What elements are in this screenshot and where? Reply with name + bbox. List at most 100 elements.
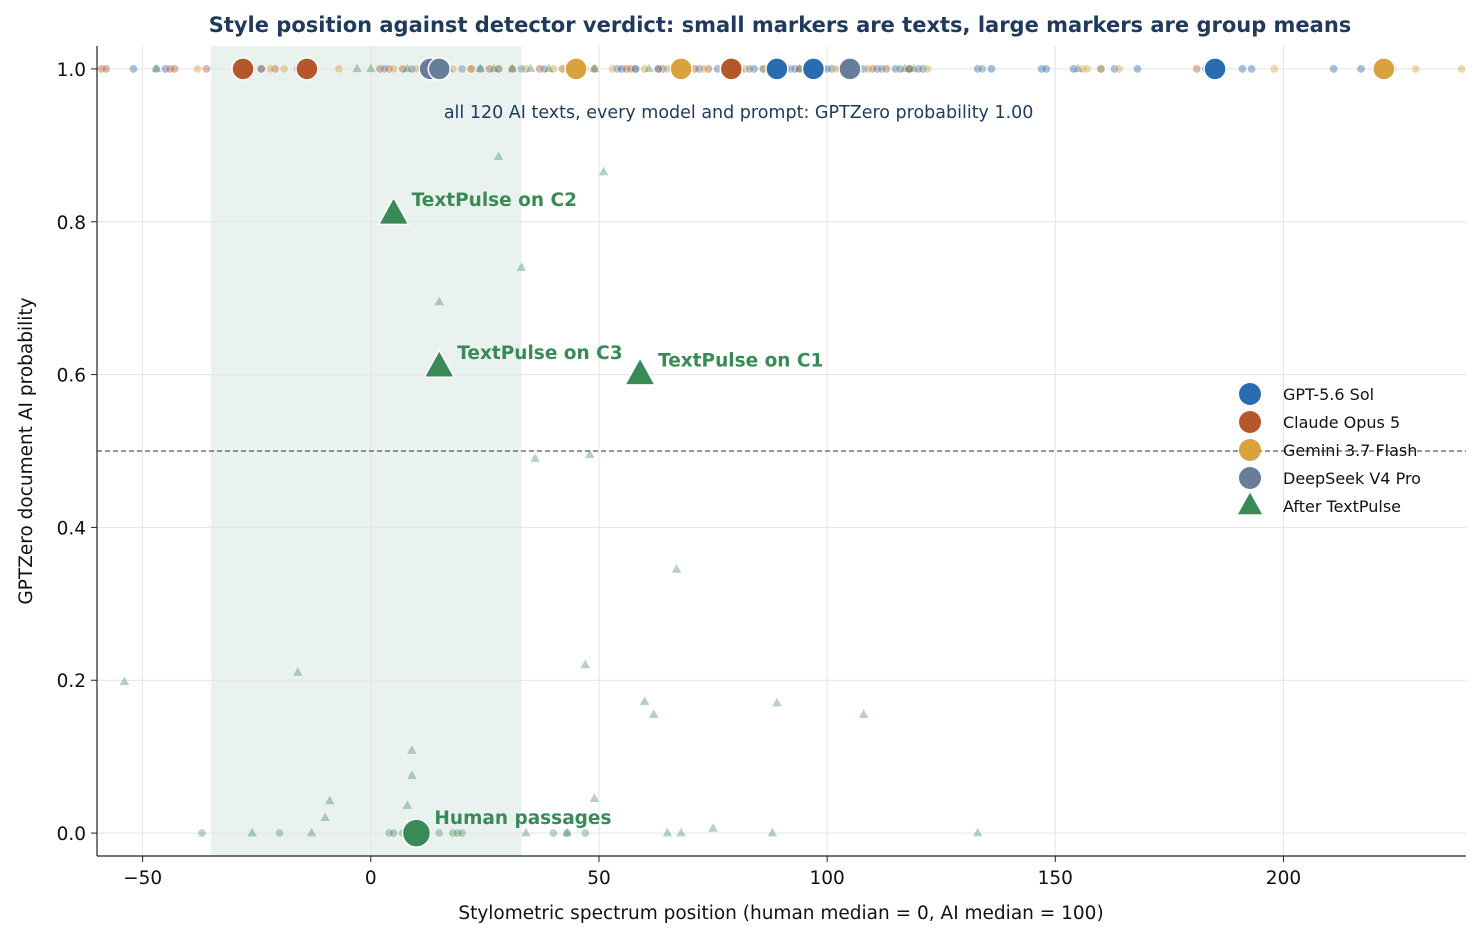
legend-marker-triangle <box>1238 492 1262 515</box>
claude-text-point <box>256 64 266 74</box>
human-text-point <box>389 828 399 838</box>
textpulse-text-point <box>644 63 654 73</box>
legend-marker <box>1239 411 1261 433</box>
gpt-text-point <box>872 64 882 74</box>
gemini-text-point <box>1456 64 1466 74</box>
textpulse-text-point <box>306 827 317 837</box>
textpulse-text-point <box>671 564 682 573</box>
deepseek-text-point <box>457 64 467 74</box>
group-mean-label: Human passages <box>434 808 611 829</box>
y-tick-label: 0.4 <box>57 518 86 539</box>
textpulse-text-point <box>402 63 413 73</box>
textpulse-text-point <box>521 827 531 837</box>
claude-text-point <box>170 64 180 74</box>
x-axis-label: Stylometric spectrum position (human med… <box>458 903 1103 924</box>
textpulse-text-point <box>507 63 518 73</box>
legend-label: After TextPulse <box>1283 497 1401 516</box>
human-text-point <box>275 828 285 838</box>
deepseek-text-point <box>256 64 266 74</box>
gemini-text-point <box>608 64 618 74</box>
claude-text-point <box>202 64 212 74</box>
claude-text-point <box>535 64 545 74</box>
textpulse-text-point <box>585 449 595 459</box>
claude-text-point <box>484 64 494 74</box>
gemini-text-point <box>389 64 399 74</box>
legend-marker <box>1239 383 1261 405</box>
x-tick-label: 150 <box>1038 868 1073 889</box>
gpt-text-point <box>1037 64 1047 74</box>
deepseek-text-point <box>913 64 923 74</box>
gpt-text-point <box>1110 64 1120 74</box>
textpulse-text-point <box>580 659 591 669</box>
legend-label: DeepSeek V4 Pro <box>1283 469 1421 488</box>
gemini-text-point <box>1269 64 1279 74</box>
claude-text-point <box>703 64 713 74</box>
human-text-point <box>434 828 444 838</box>
x-tick-label: 50 <box>587 868 611 889</box>
textpulse-text-point <box>544 63 554 73</box>
legend-label: Gemini 3.7 Flash <box>1283 441 1417 460</box>
textpulse-text-point <box>493 151 504 161</box>
gemini-group-mean <box>1372 57 1396 81</box>
textpulse-text-point <box>676 827 686 837</box>
gpt-text-point <box>658 64 668 74</box>
deepseek-text-point <box>630 64 640 74</box>
textpulse-text-point <box>972 827 983 837</box>
y-tick-label: 0.8 <box>57 213 86 234</box>
gpt-text-point <box>612 64 622 74</box>
gemini-text-point <box>1078 64 1088 74</box>
gemini-group-mean <box>669 57 693 81</box>
y-tick-label: 1.0 <box>57 60 86 81</box>
deepseek-text-point <box>653 64 663 74</box>
deepseek-group-mean <box>838 57 862 81</box>
claude-text-point <box>653 64 663 74</box>
deepseek-text-point <box>407 64 417 74</box>
textpulse-group-mean <box>623 356 657 386</box>
gemini-text-point <box>1082 64 1092 74</box>
gpt-text-point <box>1041 64 1051 74</box>
claude-text-point <box>398 64 408 74</box>
claude-text-point <box>270 64 280 74</box>
textpulse-text-point <box>366 63 376 73</box>
textpulse-text-point <box>530 453 540 462</box>
human-text-point <box>580 828 590 838</box>
legend: GPT-5.6 Sol Claude Opus 5 Gemini 3.7 Flash… <box>1238 383 1421 516</box>
gemini-text-point <box>923 64 933 74</box>
deepseek-text-point <box>895 64 905 74</box>
claude-group-mean <box>719 57 744 81</box>
gpt-text-point <box>630 64 640 74</box>
gemini-text-point <box>192 64 202 74</box>
claude-text-point <box>384 64 394 74</box>
textpulse-text-point <box>407 770 417 780</box>
human-text-point <box>197 828 207 838</box>
claude-group-mean <box>295 57 319 81</box>
deepseek-text-point <box>745 64 755 74</box>
claude-text-point <box>589 64 599 74</box>
claude-text-point <box>621 64 631 74</box>
gpt-text-point <box>973 64 983 74</box>
claude-text-point <box>101 64 111 74</box>
human-text-point <box>562 828 572 838</box>
x-tick-label: −50 <box>123 868 162 889</box>
claude-text-point <box>881 64 891 74</box>
gemini-text-point <box>1114 64 1124 74</box>
claude-text-point <box>466 64 476 74</box>
plot-area: TextPulse on C2 TextPulse on C3 TextPulse … <box>57 46 1466 889</box>
textpulse-text-point <box>858 709 869 718</box>
gemini-text-point <box>640 64 650 74</box>
textpulse-text-point <box>589 63 600 73</box>
gpt-text-point <box>129 64 139 74</box>
textpulse-text-point <box>562 827 572 837</box>
gpt-text-point <box>1069 64 1079 74</box>
claude-text-point <box>507 64 517 74</box>
gemini-group-mean <box>564 57 588 81</box>
textpulse-text-point <box>407 745 417 754</box>
claude-text-point <box>165 64 175 74</box>
textpulse-text-point <box>434 296 444 306</box>
group-mean-label: TextPulse on C1 <box>658 351 823 372</box>
textpulse-text-point <box>516 262 527 271</box>
gemini-text-point <box>521 64 531 74</box>
gpt-text-point <box>790 64 800 74</box>
gpt-text-point <box>1329 64 1339 74</box>
